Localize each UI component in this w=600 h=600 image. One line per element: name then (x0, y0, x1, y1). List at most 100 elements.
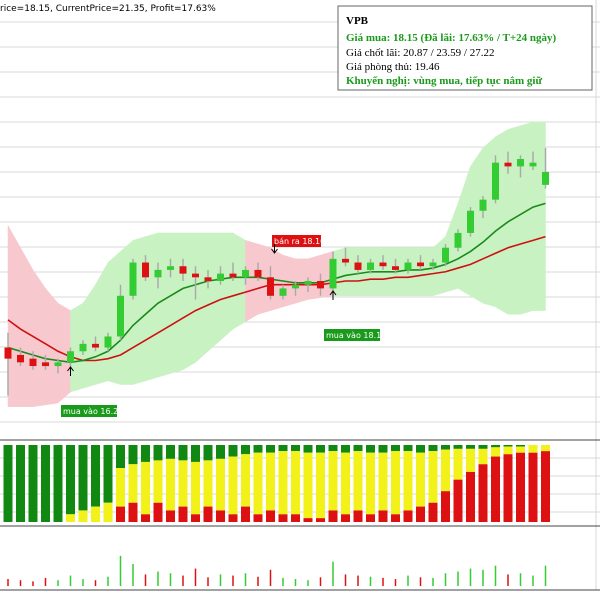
candle-body (17, 354, 24, 363)
strength-bar (166, 458, 175, 511)
strength-bar (241, 445, 250, 455)
strength-bar (266, 510, 275, 522)
strength-bar (378, 445, 388, 453)
candle-body (429, 262, 437, 267)
candle-body (229, 273, 237, 278)
candle-body (79, 343, 87, 352)
strength-bar (291, 514, 300, 522)
candle-body (292, 284, 299, 289)
moving-average (7, 202, 546, 364)
candle-body (279, 288, 287, 296)
band-segment (145, 232, 159, 382)
strength-bar (516, 445, 525, 447)
buy-arrow (329, 290, 337, 300)
strength-bar (341, 445, 350, 453)
strength-bar (541, 451, 550, 522)
band-segment (207, 232, 221, 352)
strength-bar (491, 447, 500, 457)
band-segment (157, 232, 171, 378)
strength-bar (391, 445, 400, 452)
strength-bar (66, 445, 75, 515)
strength-bar (128, 445, 138, 465)
strength-bar (291, 445, 300, 452)
candle-body (342, 258, 349, 263)
buy-signal: mua vào 16.26 (63, 407, 123, 416)
sell-arrow (271, 244, 278, 254)
candle-body (29, 358, 37, 367)
candle-body (242, 269, 249, 278)
moving-average (7, 235, 546, 362)
strength-bar (266, 452, 275, 511)
candle-body (92, 343, 99, 348)
candle-body (367, 262, 374, 270)
strength-bar (428, 445, 438, 452)
ticker: VPB (346, 15, 369, 27)
band-segment (420, 247, 434, 297)
candle-body (542, 171, 549, 185)
strength-bar (366, 514, 375, 522)
strength-bar (153, 502, 163, 522)
strength-bar (303, 452, 313, 519)
strength-bar (341, 452, 350, 515)
strength-bar (241, 506, 250, 522)
strength-bar (153, 460, 163, 503)
strength-bar (466, 471, 475, 522)
strength-bar (241, 454, 250, 507)
candle-body (404, 262, 412, 270)
strength-bar (316, 445, 325, 453)
strength-bar (216, 510, 225, 522)
info-box (337, 5, 593, 91)
strength-bar (416, 445, 425, 453)
candle-body (104, 336, 112, 348)
target-info: Giá chốt lãi: 20.87 / 23.59 / 27.22 (346, 47, 494, 59)
signal-box (61, 405, 117, 417)
strength-bar (291, 451, 300, 515)
strength-bar (403, 451, 413, 511)
candle-body (392, 266, 399, 270)
strength-bar (178, 460, 188, 507)
signal-box (272, 235, 321, 247)
strength-bar (216, 458, 225, 511)
strength-bar (266, 445, 275, 453)
candle-body (204, 277, 212, 282)
candle-body (317, 281, 324, 289)
strength-bar (141, 514, 150, 522)
strength-bar (191, 461, 200, 515)
candle-body (267, 277, 274, 296)
strength-bar (516, 446, 525, 453)
candle-body (129, 262, 137, 296)
strength-bar (253, 452, 263, 515)
band-segment (532, 121, 546, 311)
band-segment (82, 283, 96, 389)
buy-info: Giá mua: 18.15 (Đã lãi: 17.63% / T+24 ng… (346, 32, 557, 44)
strength-bar (391, 514, 400, 522)
candle-body (54, 362, 62, 367)
strength-bar (366, 452, 375, 515)
strength-bar (353, 510, 363, 522)
band-segment (520, 121, 534, 315)
candle-body (492, 162, 499, 200)
strength-bar (503, 445, 513, 447)
strength-bar (141, 461, 150, 515)
candle-body (442, 247, 449, 263)
strength-bar (453, 445, 463, 449)
band-segment (95, 261, 109, 385)
strength-bar (103, 502, 113, 522)
strength-bar (328, 510, 338, 522)
strength-bar (528, 452, 538, 522)
band-segment (345, 247, 359, 297)
band-segment (482, 136, 496, 308)
strength-bar (16, 445, 25, 522)
strength-bar (141, 445, 150, 462)
candle-body (417, 262, 424, 267)
strength-bar (66, 514, 75, 522)
band-segment (245, 240, 259, 323)
strength-bar (403, 510, 413, 522)
strength-bar (491, 456, 500, 522)
candle-body (254, 269, 262, 278)
band-segment (195, 232, 209, 363)
buy-signal: mua vào 18.15 (326, 331, 386, 340)
strength-bar (416, 452, 425, 507)
candle-body (504, 162, 512, 167)
strength-bar (191, 514, 200, 522)
